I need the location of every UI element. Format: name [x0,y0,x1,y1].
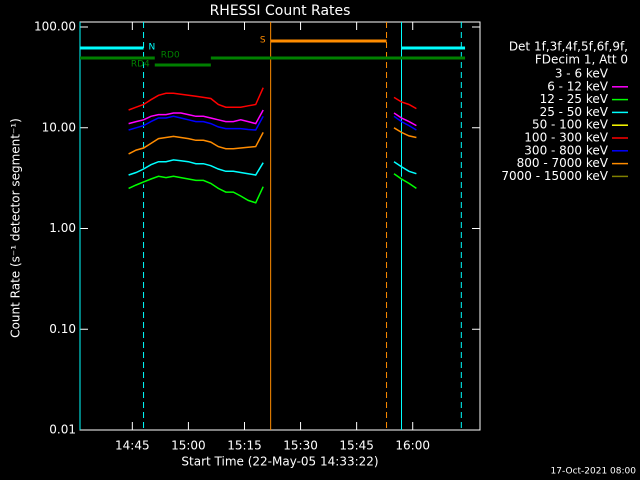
legend-header: FDecim 1, Att 0 [535,53,628,67]
y-tick-label: 0.01 [49,423,76,437]
flag-label: N [149,43,156,53]
x-tick-label: 16:00 [395,439,430,453]
series-line [128,115,417,131]
series-line [128,171,417,195]
x-tick-label: 15:30 [283,439,318,453]
y-tick-label: 0.10 [49,322,76,336]
series-line [128,87,417,111]
series-line [128,173,417,204]
x-tick-label: 15:00 [171,439,206,453]
y-tick-label: 100.00 [34,20,76,34]
x-tick-label: 15:45 [339,439,374,453]
legend-label: 300 - 800 keV [524,143,608,157]
legend-label: 3 - 6 keV [555,67,609,81]
flag-label: S [260,36,266,46]
legend-label: 7000 - 15000 keV [501,169,608,183]
y-tick-label: 1.00 [49,221,76,235]
series-line [128,109,417,127]
legend-label: 25 - 50 keV [540,105,609,119]
legend-label: 6 - 12 keV [547,79,609,93]
y-axis-label: Count Rate (s⁻¹ detector segment⁻¹) [9,118,23,338]
x-axis-label: Start Time (22-May-05 14:33:22) [181,455,378,469]
legend-label: 12 - 25 keV [540,92,609,106]
flag-label: RD0 [161,51,180,61]
x-tick-label: 14:45 [115,439,150,453]
plot-frame [79,21,481,431]
legend-label: 100 - 300 keV [524,131,608,145]
flag-label: RD4 [131,60,150,70]
x-tick-label: 15:15 [227,439,262,453]
chart-title: RHESSI Count Rates [210,3,351,19]
legend-label: 800 - 7000 keV [517,156,609,170]
legend-header: Det 1f,3f,4f,5f,6f,9f, [509,40,628,54]
footer: 17-Oct-2021 08:00 [551,467,637,477]
series-line [128,127,417,155]
legend-label: 50 - 100 keV [532,118,609,132]
series-line [128,159,417,176]
y-tick-label: 10.00 [42,120,76,134]
